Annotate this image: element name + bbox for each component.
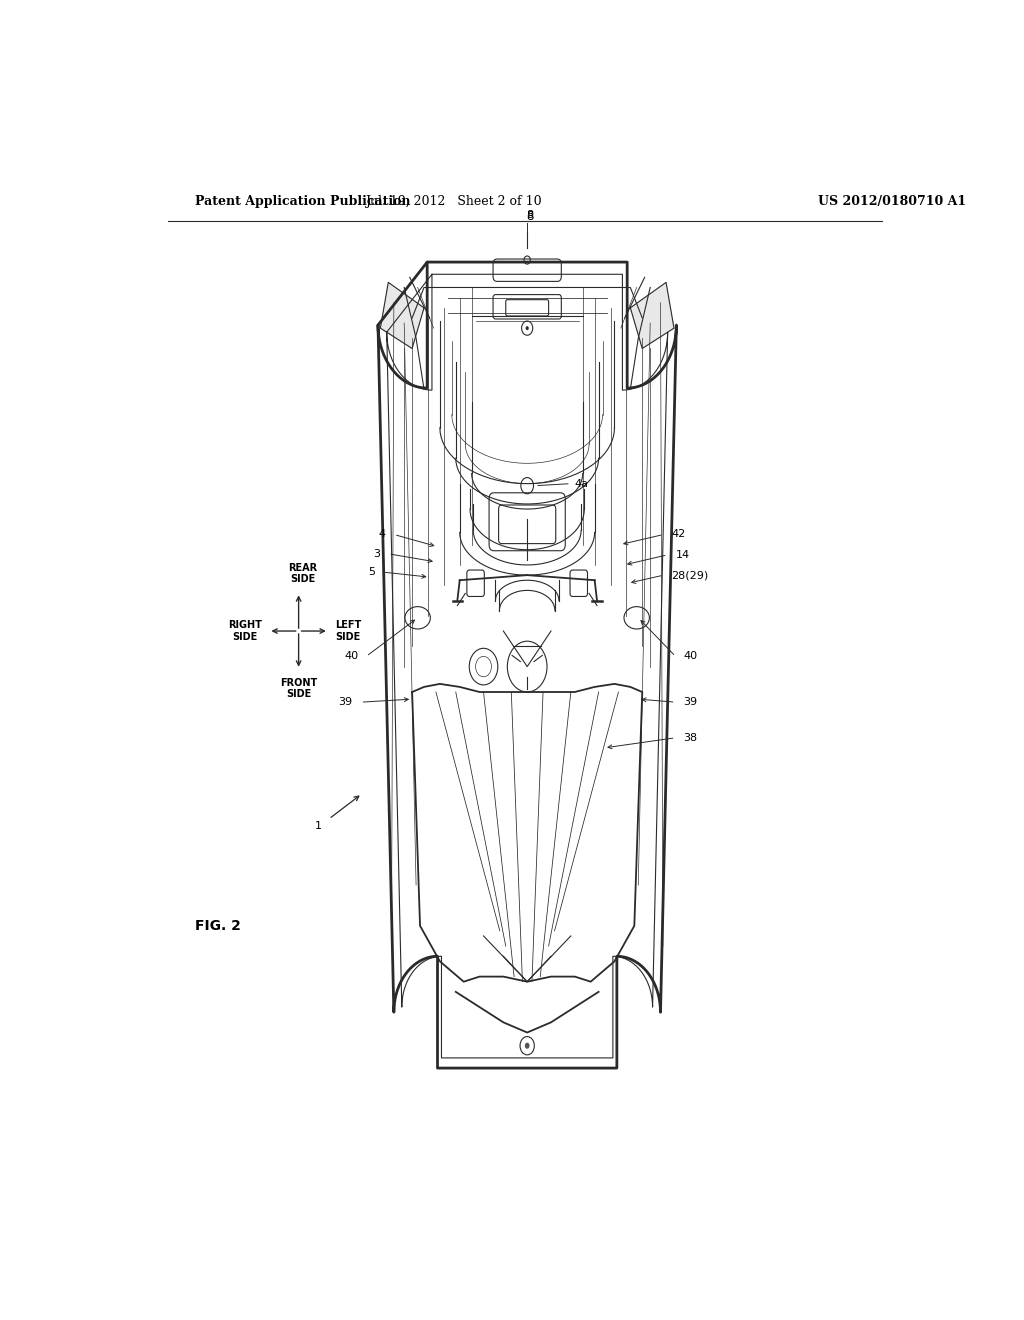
Text: 42: 42 <box>672 529 686 540</box>
Circle shape <box>525 326 528 330</box>
Text: FIG. 2: FIG. 2 <box>196 919 242 933</box>
Text: 40: 40 <box>684 652 697 661</box>
Text: 8: 8 <box>526 210 534 220</box>
Text: 14: 14 <box>676 550 690 560</box>
Text: US 2012/0180710 A1: US 2012/0180710 A1 <box>818 194 967 207</box>
Text: 39: 39 <box>684 697 697 708</box>
Polygon shape <box>380 282 424 348</box>
Text: 3: 3 <box>374 549 380 558</box>
Text: LEFT
SIDE: LEFT SIDE <box>335 620 361 642</box>
Text: 39: 39 <box>339 697 352 708</box>
Polygon shape <box>631 282 674 348</box>
Text: 8: 8 <box>526 210 534 223</box>
Text: 28(29): 28(29) <box>672 570 709 579</box>
Text: 4: 4 <box>379 529 386 540</box>
Text: 5: 5 <box>368 568 375 577</box>
Text: 4a: 4a <box>574 479 589 488</box>
Text: Jul. 19, 2012   Sheet 2 of 10: Jul. 19, 2012 Sheet 2 of 10 <box>366 194 542 207</box>
Text: 40: 40 <box>344 652 358 661</box>
Circle shape <box>525 1043 529 1049</box>
Text: FRONT
SIDE: FRONT SIDE <box>280 677 317 700</box>
Text: RIGHT
SIDE: RIGHT SIDE <box>228 620 262 642</box>
Text: Patent Application Publication: Patent Application Publication <box>196 194 411 207</box>
Text: 38: 38 <box>684 733 697 743</box>
Text: 1: 1 <box>315 821 322 832</box>
Text: REAR
SIDE: REAR SIDE <box>288 562 317 585</box>
